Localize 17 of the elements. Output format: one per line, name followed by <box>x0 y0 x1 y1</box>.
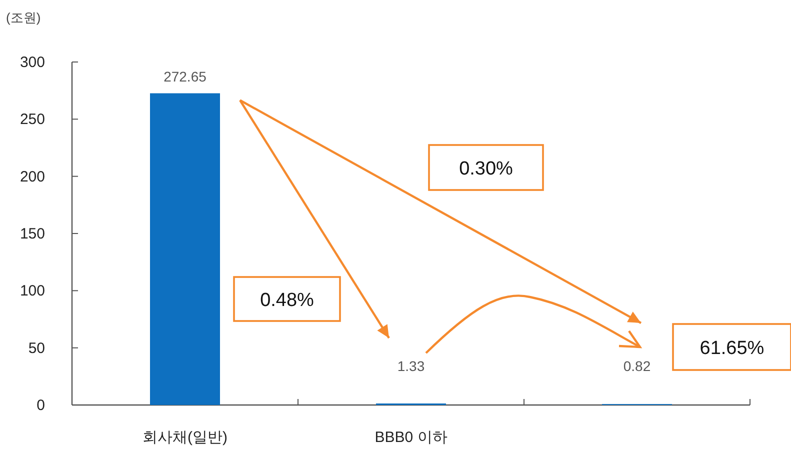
x-tick-label: BBB0 이하 <box>374 429 448 446</box>
data-label: 272.65 <box>164 68 207 84</box>
annotation: 0.30% <box>459 158 514 180</box>
data-label: 1.33 <box>397 358 425 374</box>
y-tick-label: 0 <box>36 397 45 414</box>
y-tick-label: 50 <box>28 340 45 357</box>
y-axis-title: (조원) <box>6 10 41 25</box>
y-tick-label: 100 <box>20 282 45 300</box>
bar <box>150 93 220 405</box>
y-tick-label: 150 <box>20 226 45 242</box>
data-label: 0.82 <box>623 358 651 374</box>
y-tick-label: 250 <box>20 111 45 128</box>
y-tick-label: 300 <box>20 54 45 71</box>
annotation: 0.48% <box>260 290 314 311</box>
x-tick-label: 회사채(일반) <box>142 429 228 446</box>
annotation: 61.65% <box>700 338 764 359</box>
y-tick-label: 200 <box>20 168 45 186</box>
